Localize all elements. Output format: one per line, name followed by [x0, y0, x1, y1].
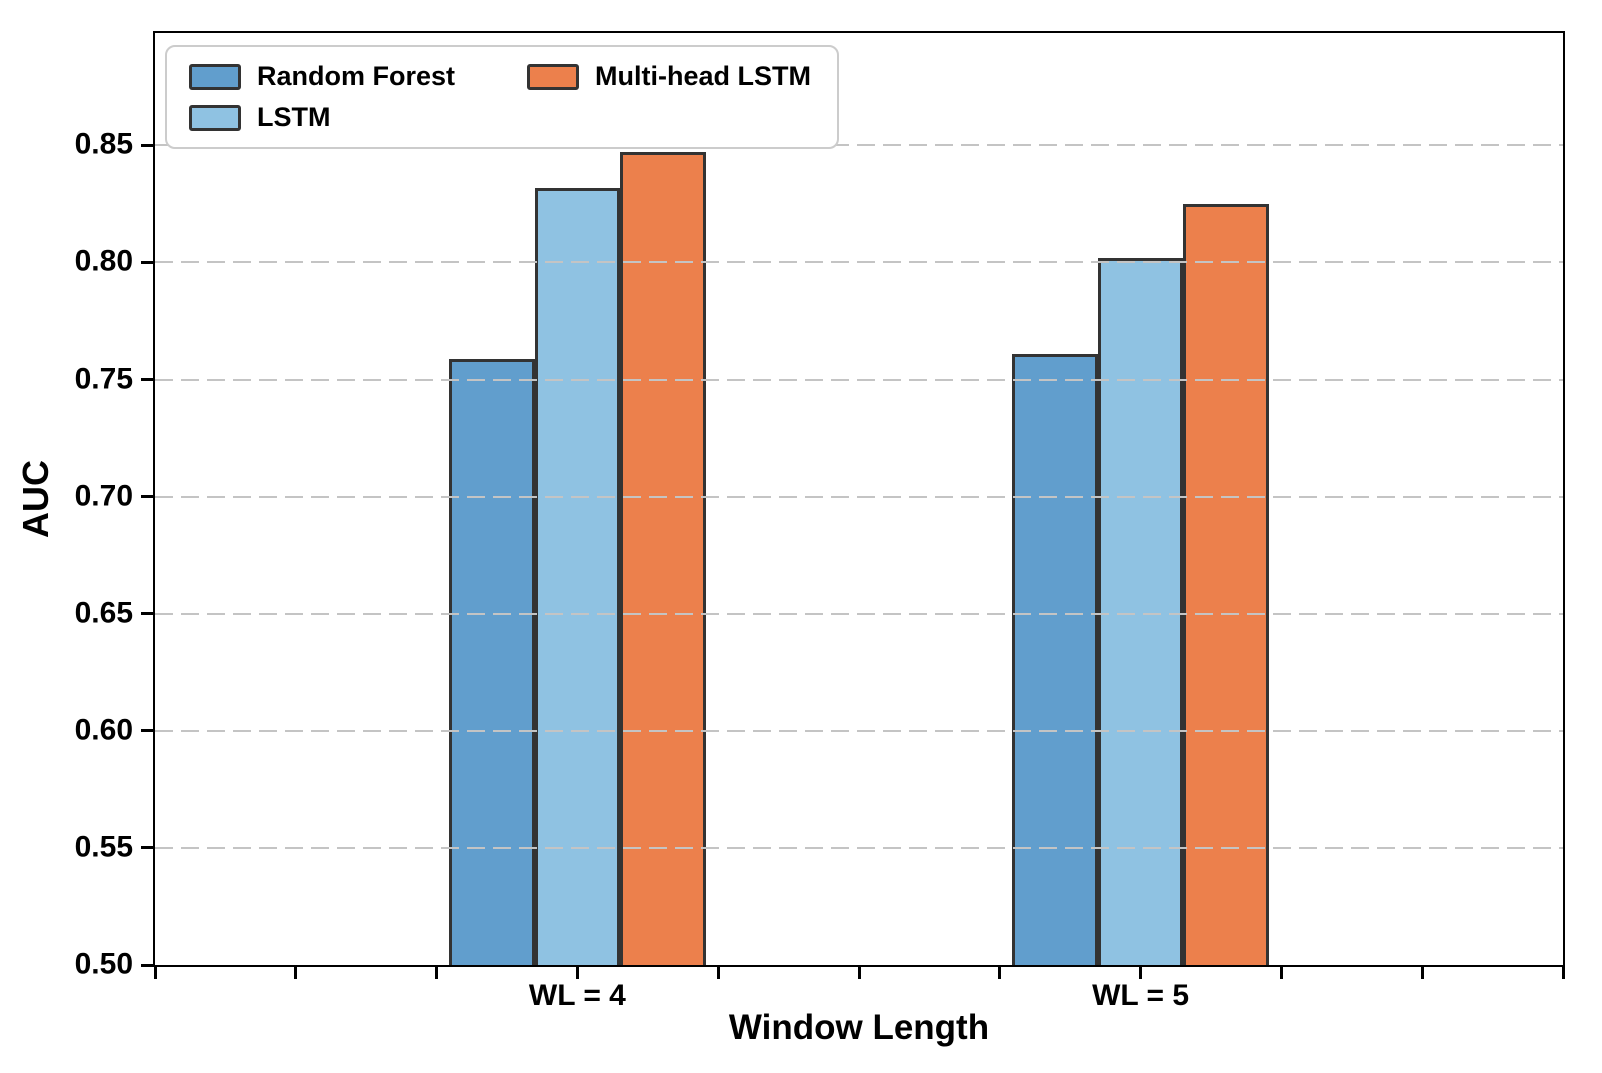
x-tick: [1139, 967, 1143, 979]
x-tick: [1279, 967, 1283, 979]
x-tick: [294, 967, 298, 979]
y-tick: [141, 143, 153, 147]
y-tick: [141, 378, 153, 382]
gridline-y-0.80: [155, 261, 1563, 264]
y-tick-label: 0.65: [74, 596, 133, 630]
legend-swatch-lstm: [189, 104, 241, 131]
x-tick: [716, 967, 720, 979]
legend-swatch-random-forest: [189, 63, 241, 90]
y-tick-label: 0.75: [74, 361, 133, 395]
y-tick-label: 0.70: [74, 478, 133, 512]
gridline-y-0.70: [155, 495, 1563, 498]
gridline-y-0.65: [155, 612, 1563, 615]
y-axis-label: AUC: [15, 460, 56, 538]
x-tick: [857, 967, 861, 979]
legend-item-lstm: LSTM: [189, 102, 455, 133]
y-tick: [141, 729, 153, 733]
legend-label-lstm: LSTM: [257, 102, 331, 132]
legend-label-random-forest: Random Forest: [257, 61, 456, 91]
x-axis-label: Window Length: [728, 1008, 990, 1047]
x-tick: [1420, 967, 1424, 979]
y-tick: [141, 495, 153, 499]
bar-multi-head-lstm-wl-4: [620, 152, 706, 965]
bar-lstm-wl-5: [1097, 257, 1184, 965]
x-category-label-wl-4: WL = 4: [528, 979, 626, 1012]
y-tick: [141, 612, 153, 616]
y-tick-label: 0.55: [74, 830, 133, 864]
y-tick-label: 0.50: [74, 947, 133, 981]
y-tick: [141, 260, 153, 264]
gridline-y-0.55: [155, 846, 1563, 849]
bar-multi-head-lstm-wl-5: [1183, 203, 1269, 965]
y-tick-label: 0.60: [74, 713, 133, 747]
y-tick: [141, 846, 153, 850]
plot-area: 0.50 0.55 0.60 0.65 0.70 0.75 0.80 0.85 WL = 4 WL…: [75, 31, 1565, 1012]
legend-label-multi-head-lstm: Multi-head LSTM: [595, 61, 812, 91]
bar-random-forest-wl-5: [1012, 353, 1098, 965]
y-tick-label: 0.80: [74, 244, 133, 278]
x-category-label-wl-5: WL = 5: [1092, 979, 1190, 1012]
x-tick: [153, 967, 157, 979]
x-tick: [575, 967, 579, 979]
x-tick: [435, 967, 439, 979]
legend: Random Forest LSTM Multi-head LSTM: [165, 45, 840, 149]
gridline-y-0.60: [155, 729, 1563, 732]
legend-item-multi-head-lstm: Multi-head LSTM: [527, 61, 811, 92]
x-tick: [998, 967, 1002, 979]
bar-lstm-wl-4: [534, 187, 621, 965]
legend-swatch-multi-head-lstm: [527, 63, 580, 90]
y-tick: [141, 963, 153, 967]
y-tick-label: 0.85: [74, 127, 133, 161]
x-tick: [1561, 967, 1565, 979]
bar-random-forest-wl-4: [448, 358, 535, 965]
gridline-y-0.75: [155, 378, 1563, 381]
legend-item-random-forest: Random Forest: [189, 61, 455, 92]
